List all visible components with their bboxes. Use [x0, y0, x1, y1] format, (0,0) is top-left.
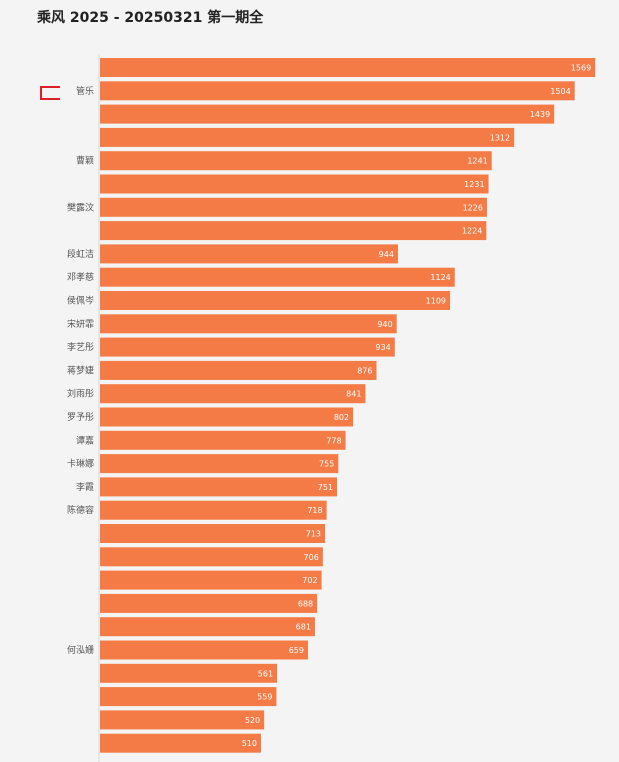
category-label-9: 邓孝慈	[67, 271, 94, 283]
bar-23	[100, 593, 318, 613]
category-label-6: 樊露汶	[67, 201, 94, 213]
category-label-11: 宋妍霏	[67, 318, 94, 330]
category-label-17: 卡琳娜	[67, 458, 94, 470]
bar-20	[100, 524, 326, 543]
value-label-12: 934	[376, 343, 391, 352]
bar-16	[100, 430, 346, 450]
category-label-16: 谭嘉	[76, 434, 94, 446]
bar-0	[100, 58, 596, 77]
category-label-19: 陈德容	[67, 504, 94, 516]
category-label-1: 管乐	[76, 85, 94, 97]
bar-17	[100, 454, 339, 474]
value-label-18: 751	[318, 483, 333, 492]
value-label-24: 681	[296, 623, 311, 632]
value-label-8: 944	[379, 250, 394, 259]
category-label-15: 罗予彤	[67, 412, 94, 423]
value-label-21: 706	[304, 553, 319, 562]
bar-15	[100, 407, 354, 427]
category-label-12: 李艺彤	[67, 341, 94, 353]
category-label-18: 李霞	[76, 481, 94, 493]
value-label-4: 1241	[467, 157, 487, 166]
value-label-16: 778	[326, 436, 341, 445]
bar-6	[100, 197, 487, 217]
value-label-1: 1504	[550, 87, 570, 96]
value-label-0: 1569	[571, 64, 591, 73]
bar-18	[100, 477, 338, 497]
value-label-15: 802	[334, 413, 349, 422]
value-label-9: 1124	[430, 273, 450, 282]
value-label-20: 713	[306, 530, 321, 539]
bar-14	[100, 384, 366, 404]
value-label-6: 1226	[463, 203, 483, 212]
value-label-2: 1439	[530, 110, 550, 119]
value-label-25: 659	[289, 646, 304, 655]
bar-19	[100, 500, 327, 520]
value-label-13: 876	[357, 366, 372, 375]
value-label-26: 561	[258, 669, 273, 678]
value-label-19: 718	[307, 506, 322, 515]
bar-9	[100, 267, 455, 287]
value-label-5: 1231	[464, 180, 484, 189]
category-label-25: 何泓姗	[67, 644, 94, 656]
category-label-4: 曹颖	[76, 155, 94, 167]
category-label-10: 侯佩岑	[67, 295, 94, 307]
bar-27	[100, 687, 277, 707]
value-label-23: 688	[298, 599, 313, 608]
bar-24	[100, 617, 315, 637]
bar-8	[100, 244, 398, 264]
chart-title: 乘风 2025 - 20250321 第一期全	[37, 10, 264, 26]
value-label-17: 755	[319, 460, 334, 469]
bar-5	[100, 174, 489, 194]
highlight-marker	[40, 86, 60, 100]
value-label-27: 559	[257, 693, 272, 702]
value-label-3: 1312	[490, 133, 510, 142]
bar-3	[100, 127, 515, 147]
value-label-14: 841	[346, 390, 361, 399]
bar-21	[100, 547, 323, 567]
bar-2	[100, 104, 555, 124]
bar-28	[100, 710, 265, 730]
value-label-7: 1224	[462, 227, 482, 236]
bar-10	[100, 291, 451, 310]
bar-4	[100, 151, 492, 171]
value-label-28: 520	[245, 716, 260, 725]
bar-26	[100, 663, 278, 683]
bar-13	[100, 360, 377, 380]
bar-7	[100, 221, 487, 241]
value-label-11: 940	[377, 320, 392, 329]
bar-22	[100, 570, 322, 590]
category-label-14: 刘雨彤	[67, 388, 94, 400]
value-label-29: 510	[242, 739, 257, 748]
bar-29	[100, 733, 261, 753]
bar-1	[100, 81, 575, 101]
category-label-8: 段虹洁	[67, 248, 94, 260]
value-label-22: 702	[302, 576, 317, 585]
bar-25	[100, 640, 308, 660]
value-label-10: 1109	[426, 297, 446, 306]
bar-11	[100, 314, 397, 334]
category-label-13: 蒋梦婕	[67, 364, 94, 376]
bar-12	[100, 337, 395, 357]
